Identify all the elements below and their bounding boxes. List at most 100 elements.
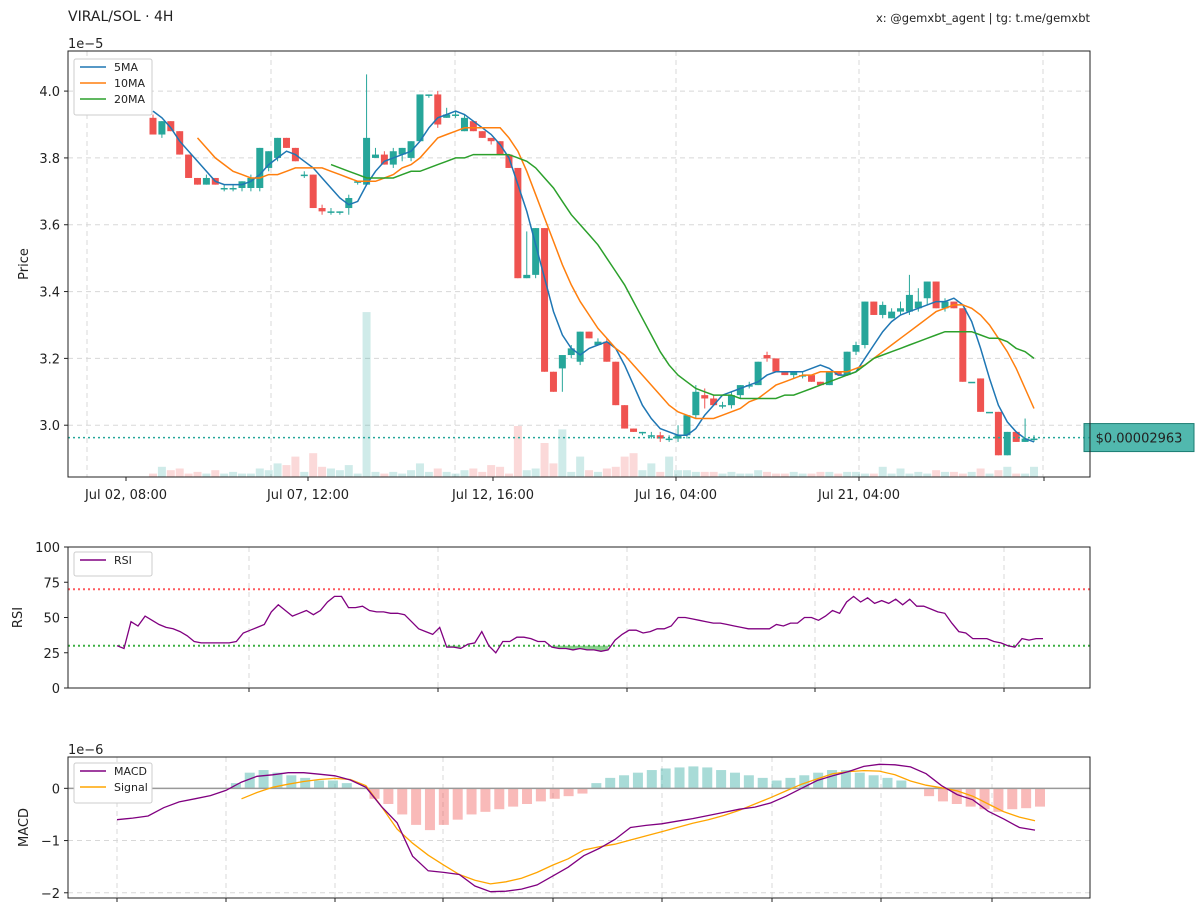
candle xyxy=(336,211,344,215)
candle-body xyxy=(941,301,949,309)
volume-bar xyxy=(389,471,398,477)
macd-histogram-bar xyxy=(605,777,616,789)
candle-body xyxy=(229,187,237,190)
candle xyxy=(176,131,184,155)
macd-histogram-bar xyxy=(591,783,602,789)
candle xyxy=(158,121,166,138)
candle xyxy=(265,151,273,172)
volume-bar xyxy=(202,473,211,477)
candle-body xyxy=(852,345,860,352)
candle-body xyxy=(692,391,700,416)
candle-body xyxy=(532,228,540,275)
volume-bar xyxy=(237,473,246,477)
candle-body xyxy=(1003,431,1011,456)
candle xyxy=(959,308,967,382)
legend-label: 5MA xyxy=(114,61,138,74)
volume-bar xyxy=(229,471,238,477)
volume-bar xyxy=(789,471,798,477)
rsi-panel-frame xyxy=(67,546,1091,689)
volume-bar xyxy=(745,473,754,477)
candle xyxy=(585,331,593,339)
candle xyxy=(923,281,931,305)
candle-body xyxy=(398,147,406,155)
candle xyxy=(879,301,887,319)
candle-body xyxy=(959,308,967,382)
candle-body xyxy=(354,181,362,183)
macd-histogram-bar xyxy=(785,777,796,789)
candle-body xyxy=(185,154,193,178)
y-tick-label: 50 xyxy=(43,612,60,627)
macd-histogram-bar xyxy=(619,775,630,789)
volume-bar xyxy=(1021,473,1030,477)
volume-bar xyxy=(682,470,691,477)
candle xyxy=(905,274,913,315)
candle xyxy=(549,371,557,392)
volume-bar xyxy=(549,463,558,477)
volume-bar xyxy=(282,465,291,477)
legend-label: RSI xyxy=(114,554,132,567)
macd-histogram-bar xyxy=(397,788,408,815)
volume-bar xyxy=(958,473,967,477)
macd-histogram-bar xyxy=(480,788,491,812)
oversold-fill xyxy=(587,645,595,650)
y-tick-label: 75 xyxy=(43,576,60,591)
macd-histogram-bar xyxy=(466,788,477,815)
candle xyxy=(452,111,460,118)
candle-body xyxy=(994,411,1002,456)
candle-body xyxy=(318,208,326,212)
macd-histogram-bar xyxy=(577,788,588,794)
candle-body xyxy=(345,198,353,209)
candle xyxy=(763,351,771,362)
candle xyxy=(897,301,905,315)
macd-histogram-bar xyxy=(827,770,838,789)
candle-body xyxy=(968,381,976,384)
credit-text: x: @gemxbt_agent | tg: t.me/gemxbt xyxy=(875,11,1090,25)
candle xyxy=(478,131,486,138)
volume-bar xyxy=(860,473,869,477)
legend-box xyxy=(73,58,153,116)
candle-body xyxy=(638,431,646,434)
volume-bar xyxy=(398,473,407,477)
macd-histogram-bar xyxy=(494,788,505,810)
ma-line-20ma xyxy=(330,153,1035,400)
candle-body xyxy=(1021,438,1029,442)
candle xyxy=(363,74,371,185)
candle xyxy=(852,341,860,356)
y-tick-label: 3.8 xyxy=(39,152,60,167)
macd-histogram-bar xyxy=(757,777,768,789)
y-tick-label: −1 xyxy=(41,835,60,850)
volume-bar xyxy=(754,470,763,477)
volume-bar xyxy=(967,471,976,477)
candle xyxy=(647,431,655,439)
candle xyxy=(416,94,424,142)
candle xyxy=(318,204,326,215)
rsi-legend: RSI xyxy=(73,551,153,577)
volume-bar xyxy=(602,468,611,477)
volume-bar xyxy=(620,456,629,477)
volume-bar xyxy=(727,471,736,477)
volume-bar xyxy=(380,473,389,477)
candle-body xyxy=(656,435,664,439)
volume-bar xyxy=(157,466,166,477)
volume-bar xyxy=(949,471,958,477)
candle-body xyxy=(371,154,379,158)
candle-body xyxy=(977,378,985,412)
candle-body xyxy=(452,114,460,116)
volume-bar xyxy=(691,471,700,477)
volume-bar xyxy=(941,471,950,477)
volume-bar xyxy=(718,473,727,477)
candle-body xyxy=(425,94,433,96)
macd-histogram-bar xyxy=(369,788,380,799)
volume-bar xyxy=(193,471,202,477)
macd-histogram-bar xyxy=(840,770,851,789)
x-tick-label: Jul 12, 16:00 xyxy=(451,488,534,503)
candle xyxy=(621,405,629,429)
x-tick-label: Jul 16, 04:00 xyxy=(634,488,717,503)
macd-histogram-bar xyxy=(854,772,865,789)
candle xyxy=(193,177,201,185)
candle xyxy=(282,137,290,148)
macd-histogram-bar xyxy=(993,788,1004,812)
macd-histogram-bar xyxy=(1035,788,1045,807)
candle-body xyxy=(558,355,566,369)
volume-bar xyxy=(585,470,594,477)
